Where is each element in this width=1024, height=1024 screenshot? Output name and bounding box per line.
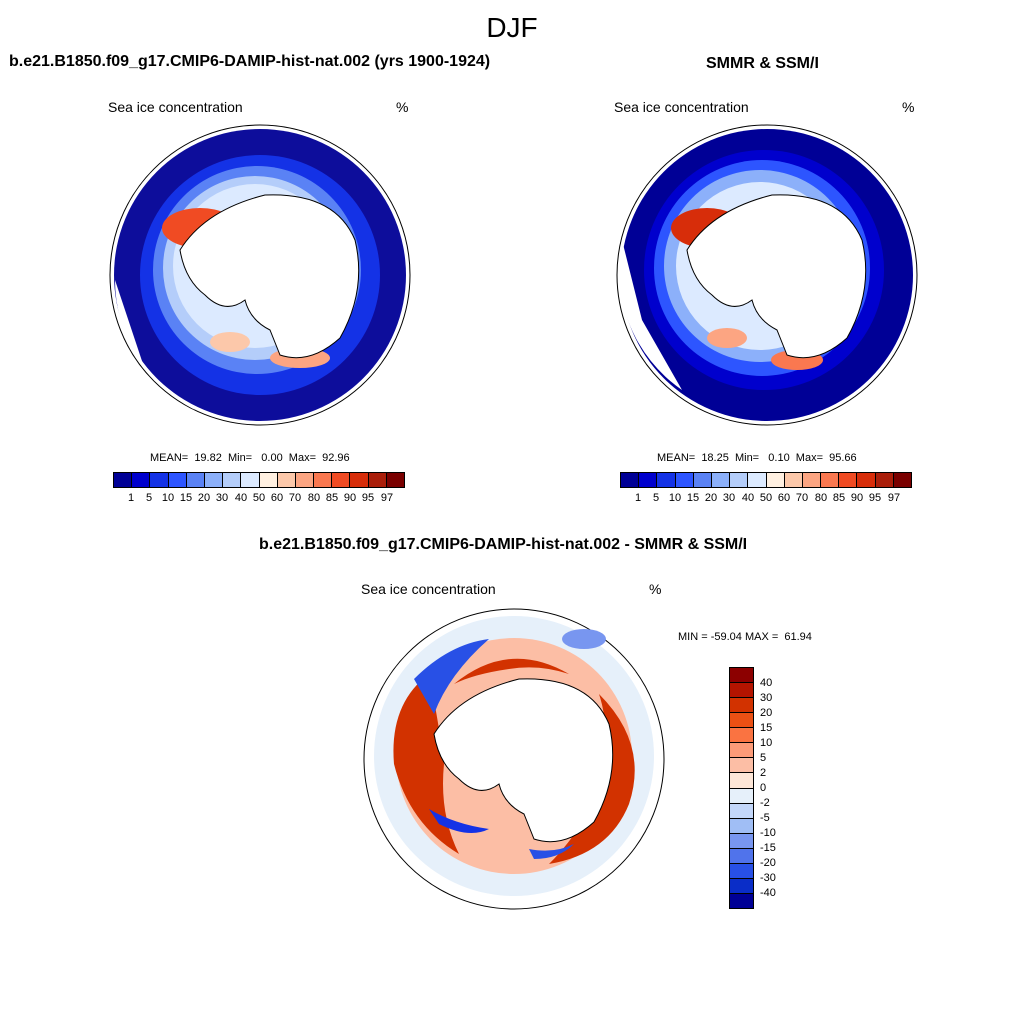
colorbar-tick: 5 — [145, 492, 153, 504]
colorbar-tick: 80 — [814, 492, 828, 504]
colorbar-tick: -30 — [760, 872, 776, 884]
colorbar-tick: 97 — [380, 492, 394, 504]
obs-units-label: % — [902, 99, 915, 115]
model-stats: MEAN= 19.82 Min= 0.00 Max= 92.96 — [150, 452, 350, 464]
colorbar-tick: 85 — [832, 492, 846, 504]
model-panel-title: b.e21.B1850.f09_g17.CMIP6-DAMIP-hist-nat… — [9, 53, 491, 70]
colorbar-tick: 90 — [343, 492, 357, 504]
model-colorbar — [113, 472, 405, 488]
colorbar-tick: 50 — [252, 492, 266, 504]
colorbar-tick: -15 — [760, 842, 776, 854]
colorbar-tick: 5 — [760, 752, 767, 764]
colorbar-tick: 10 — [760, 737, 773, 749]
colorbar-tick: 30 — [215, 492, 229, 504]
colorbar-tick: 85 — [325, 492, 339, 504]
colorbar-tick: 40 — [741, 492, 755, 504]
colorbar-tick: 40 — [234, 492, 248, 504]
colorbar-tick: 15 — [179, 492, 193, 504]
colorbar-tick: 15 — [686, 492, 700, 504]
diff-stats: MIN = -59.04 MAX = 61.94 — [678, 631, 812, 643]
model-colorbar-ticks: 1 5 10 15 20 30 40 50 60 70 80 85 90 95 … — [113, 492, 405, 506]
colorbar-tick: 20 — [704, 492, 718, 504]
colorbar-tick: -5 — [760, 812, 770, 824]
colorbar-tick: 97 — [887, 492, 901, 504]
obs-stats: MEAN= 18.25 Min= 0.10 Max= 95.66 — [657, 452, 857, 464]
obs-variable-label: Sea ice concentration — [614, 99, 749, 115]
colorbar-tick: 0 — [760, 782, 767, 794]
obs-colorbar — [620, 472, 912, 488]
colorbar-tick: 60 — [270, 492, 284, 504]
colorbar-tick: 15 — [760, 722, 773, 734]
obs-panel-title: SMMR & SSM/I — [706, 55, 819, 72]
obs-colorbar-ticks: 1 5 10 15 20 30 40 50 60 70 80 85 90 95 … — [620, 492, 912, 506]
diff-colorbar — [729, 667, 754, 909]
colorbar-tick: 90 — [850, 492, 864, 504]
colorbar-tick: 20 — [197, 492, 211, 504]
colorbar-tick: 70 — [795, 492, 809, 504]
diff-variable-label: Sea ice concentration — [361, 581, 496, 597]
colorbar-tick: -2 — [760, 797, 770, 809]
colorbar-tick: 30 — [722, 492, 736, 504]
colorbar-tick: 10 — [161, 492, 175, 504]
colorbar-tick: 80 — [307, 492, 321, 504]
obs-sea-ice-map — [616, 124, 918, 426]
colorbar-tick: 40 — [760, 677, 773, 689]
model-units-label: % — [396, 99, 409, 115]
colorbar-tick: 70 — [288, 492, 302, 504]
model-variable-label: Sea ice concentration — [108, 99, 243, 115]
colorbar-tick: 2 — [760, 767, 767, 779]
colorbar-tick: 5 — [652, 492, 660, 504]
colorbar-tick: 20 — [760, 707, 773, 719]
colorbar-tick: 50 — [759, 492, 773, 504]
colorbar-tick: -40 — [760, 887, 776, 899]
colorbar-tick: 10 — [668, 492, 682, 504]
colorbar-tick: 95 — [868, 492, 882, 504]
colorbar-tick: 30 — [760, 692, 773, 704]
colorbar-tick: 60 — [777, 492, 791, 504]
colorbar-tick: -10 — [760, 827, 776, 839]
diff-units-label: % — [649, 581, 662, 597]
main-title: DJF — [486, 12, 538, 43]
diff-colorbar-ticks: 40 30 20 15 10 5 2 0 -2 -5 -10 -15 -20 -… — [760, 677, 800, 909]
diff-sea-ice-map — [363, 608, 665, 910]
colorbar-tick: -20 — [760, 857, 776, 869]
colorbar-tick: 1 — [127, 492, 135, 504]
colorbar-tick: 1 — [634, 492, 642, 504]
colorbar-tick: 95 — [361, 492, 375, 504]
model-sea-ice-map — [109, 124, 411, 426]
diff-panel-title: b.e21.B1850.f09_g17.CMIP6-DAMIP-hist-nat… — [259, 536, 748, 553]
